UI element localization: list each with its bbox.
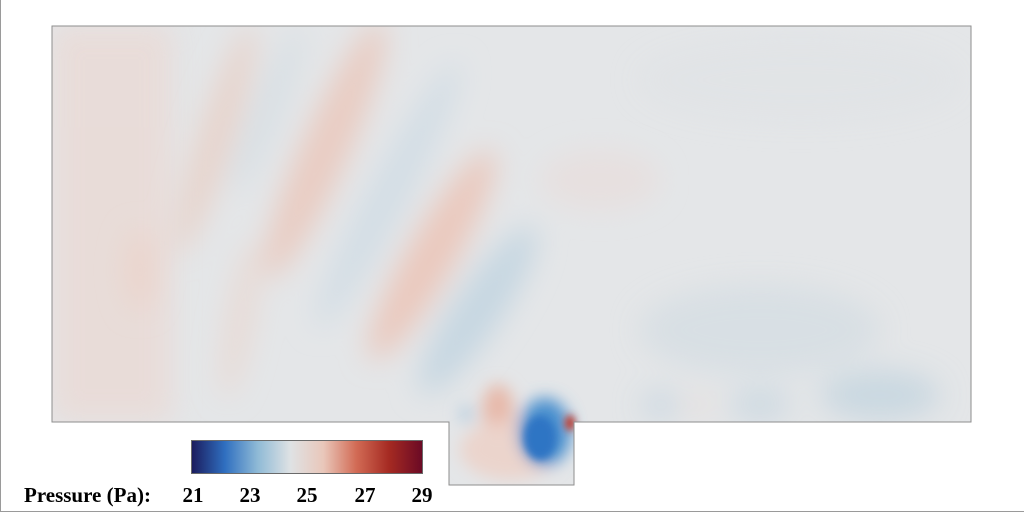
legend-tick-27: 27: [354, 483, 376, 507]
legend-tick-25: 25: [296, 483, 318, 507]
legend-tick-23: 23: [239, 483, 261, 507]
legend-tick-21: 21: [182, 483, 204, 507]
pressure-colorbar: [191, 440, 423, 474]
pressure-field: [52, 26, 971, 485]
domain-outline: [51, 25, 972, 486]
frame-left-edge: [0, 0, 1, 512]
legend-tick-29: 29: [411, 483, 433, 507]
legend-title: Pressure (Pa):: [24, 483, 151, 507]
